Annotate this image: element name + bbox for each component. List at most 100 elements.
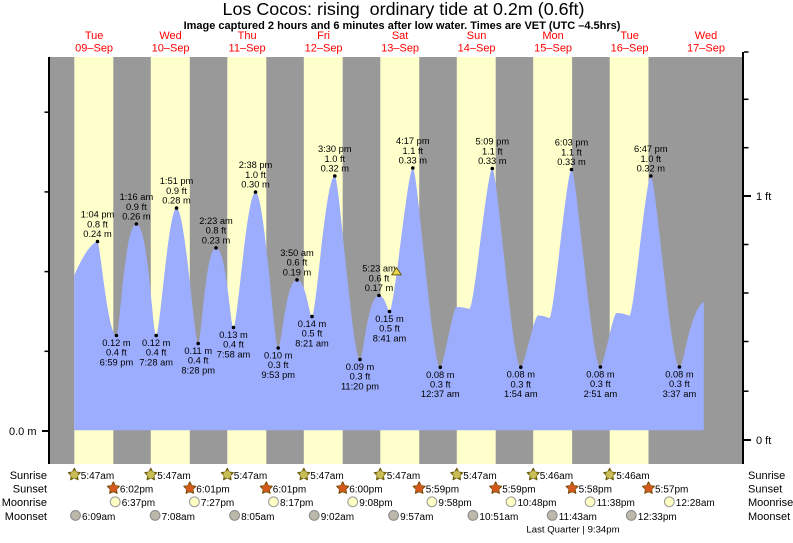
svg-text:0.09 m: 0.09 m (346, 362, 375, 372)
svg-text:6:59 pm: 6:59 pm (100, 357, 134, 367)
svg-text:5:57pm: 5:57pm (655, 485, 688, 496)
svg-text:0.14 m: 0.14 m (298, 319, 327, 329)
svg-text:Moonset: Moonset (5, 511, 47, 523)
svg-text:0.33 m: 0.33 m (557, 157, 586, 167)
svg-text:0.3 ft: 0.3 ft (268, 360, 289, 370)
svg-text:0.6 ft: 0.6 ft (287, 258, 308, 268)
svg-text:11:20 pm: 11:20 pm (341, 381, 379, 391)
svg-text:8:05am: 8:05am (241, 512, 274, 523)
svg-text:0.3 ft: 0.3 ft (669, 379, 690, 389)
svg-text:2:51 am: 2:51 am (584, 389, 618, 399)
svg-text:9:08pm: 9:08pm (359, 498, 392, 509)
svg-text:0.33 m: 0.33 m (478, 156, 507, 166)
svg-text:8:28 pm: 8:28 pm (181, 365, 215, 375)
svg-text:1:16 am: 1:16 am (120, 192, 154, 202)
svg-text:5:47am: 5:47am (310, 471, 343, 482)
svg-text:8:21 am: 8:21 am (295, 338, 329, 348)
svg-text:0.24 m: 0.24 m (83, 229, 112, 239)
svg-text:2:38 pm: 2:38 pm (239, 160, 273, 170)
svg-text:8:41 am: 8:41 am (373, 333, 407, 343)
svg-text:0.3 ft: 0.3 ft (510, 379, 531, 389)
svg-text:0.3 ft: 0.3 ft (430, 380, 451, 390)
svg-text:5:59pm: 5:59pm (426, 485, 459, 496)
svg-text:Sunrise: Sunrise (748, 470, 785, 482)
svg-text:5:09 pm: 5:09 pm (476, 137, 510, 147)
svg-text:9:02am: 9:02am (321, 512, 354, 523)
svg-text:6:47 pm: 6:47 pm (634, 144, 668, 154)
svg-text:0.11 m: 0.11 m (184, 346, 212, 356)
svg-text:0.12 m: 0.12 m (102, 338, 131, 348)
svg-text:0.08 m: 0.08 m (426, 370, 455, 380)
svg-text:0.33 m: 0.33 m (399, 156, 428, 166)
svg-text:0.32 m: 0.32 m (637, 164, 666, 174)
svg-text:Moonrise: Moonrise (2, 497, 47, 509)
svg-text:0.6 ft: 0.6 ft (369, 273, 390, 283)
svg-text:1.1 ft: 1.1 ft (402, 146, 423, 156)
svg-text:0.4 ft: 0.4 ft (146, 348, 167, 358)
svg-text:Wed: Wed (695, 30, 717, 42)
svg-text:10:51am: 10:51am (479, 512, 518, 523)
svg-text:0.0 m: 0.0 m (9, 426, 37, 438)
svg-text:0.30 m: 0.30 m (241, 180, 270, 190)
svg-text:10:48pm: 10:48pm (518, 498, 557, 509)
svg-text:6:02pm: 6:02pm (120, 485, 153, 496)
svg-text:0.4 ft: 0.4 ft (188, 356, 209, 366)
svg-text:6:01pm: 6:01pm (273, 485, 306, 496)
svg-text:6:00pm: 6:00pm (349, 485, 382, 496)
svg-text:5:59pm: 5:59pm (502, 485, 535, 496)
svg-text:1:04 pm: 1:04 pm (81, 210, 115, 220)
svg-text:1:54 am: 1:54 am (504, 389, 538, 399)
svg-text:12:37 am: 12:37 am (421, 389, 460, 399)
svg-text:Image captured 2 hours and 6 m: Image captured 2 hours and 6 minutes aft… (184, 20, 621, 32)
svg-text:Sunset: Sunset (13, 484, 47, 496)
svg-text:13–Sep: 13–Sep (381, 43, 419, 55)
svg-text:0 ft: 0 ft (756, 435, 771, 447)
svg-text:3:37 am: 3:37 am (663, 389, 697, 399)
svg-text:7:28 am: 7:28 am (139, 357, 173, 367)
svg-text:0.08 m: 0.08 m (586, 370, 615, 380)
svg-text:3:30 pm: 3:30 pm (318, 144, 352, 154)
svg-text:5:47am: 5:47am (234, 471, 267, 482)
svg-text:Sun: Sun (467, 30, 487, 42)
svg-text:9:57am: 9:57am (400, 512, 433, 523)
svg-text:6:01pm: 6:01pm (196, 485, 229, 496)
svg-text:5:46am: 5:46am (616, 471, 649, 482)
svg-text:9:53 pm: 9:53 pm (261, 370, 295, 380)
svg-text:0.08 m: 0.08 m (507, 370, 536, 380)
svg-text:Sunset: Sunset (748, 484, 782, 496)
svg-text:1.0 ft: 1.0 ft (324, 154, 345, 164)
svg-text:5:46am: 5:46am (540, 471, 573, 482)
svg-text:5:47am: 5:47am (463, 471, 496, 482)
svg-text:0.5 ft: 0.5 ft (302, 329, 323, 339)
svg-text:Fri: Fri (317, 30, 330, 42)
svg-text:0.08 m: 0.08 m (665, 370, 694, 380)
svg-text:1.1 ft: 1.1 ft (561, 147, 582, 157)
svg-text:0.9 ft: 0.9 ft (166, 186, 187, 196)
svg-text:5:47am: 5:47am (157, 471, 190, 482)
svg-text:Tue: Tue (85, 30, 104, 42)
svg-text:0.28 m: 0.28 m (162, 196, 191, 206)
svg-text:0.15 m: 0.15 m (375, 314, 404, 324)
svg-text:7:58 am: 7:58 am (217, 349, 251, 359)
svg-text:17–Sep: 17–Sep (687, 43, 725, 55)
svg-text:0.3 ft: 0.3 ft (350, 372, 371, 382)
svg-text:Last Quarter | 9:34pm: Last Quarter | 9:34pm (526, 525, 619, 536)
svg-text:12:28am: 12:28am (676, 498, 715, 509)
svg-text:5:58pm: 5:58pm (579, 485, 612, 496)
svg-text:0.9 ft: 0.9 ft (126, 202, 147, 212)
svg-text:09–Sep: 09–Sep (75, 43, 113, 55)
svg-text:5:23 am: 5:23 am (362, 264, 396, 274)
svg-text:Wed: Wed (159, 30, 181, 42)
svg-text:0.13 m: 0.13 m (219, 330, 248, 340)
svg-text:1:51 pm: 1:51 pm (160, 176, 194, 186)
svg-text:11:43am: 11:43am (559, 512, 597, 523)
svg-text:0.8 ft: 0.8 ft (206, 226, 227, 236)
svg-text:1.0 ft: 1.0 ft (640, 154, 661, 164)
svg-text:0.4 ft: 0.4 ft (106, 348, 127, 358)
svg-text:15–Sep: 15–Sep (534, 43, 572, 55)
svg-text:16–Sep: 16–Sep (611, 43, 649, 55)
svg-text:0.3 ft: 0.3 ft (590, 379, 611, 389)
svg-text:1.0 ft: 1.0 ft (245, 170, 266, 180)
svg-text:Sunrise: Sunrise (10, 470, 47, 482)
svg-text:6:37pm: 6:37pm (122, 498, 155, 509)
